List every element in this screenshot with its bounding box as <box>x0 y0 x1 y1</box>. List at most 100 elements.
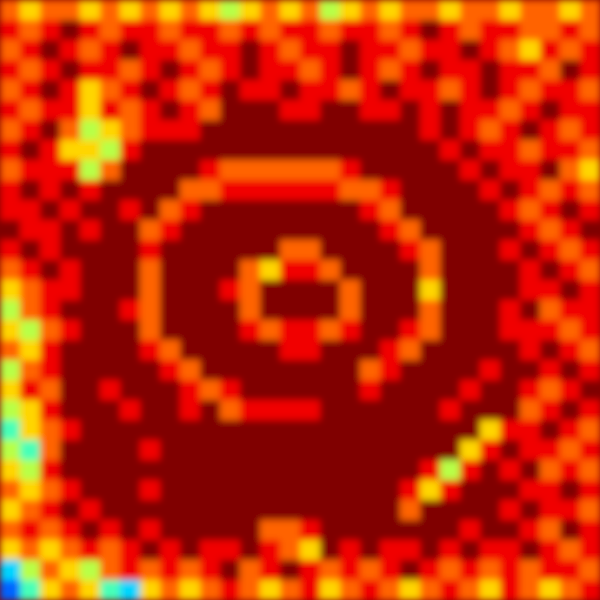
heatmap-cell <box>100 320 121 341</box>
heatmap-cell <box>340 260 361 281</box>
heatmap-cell <box>360 220 381 241</box>
heatmap-cell <box>580 0 600 21</box>
heatmap-cell <box>400 540 421 561</box>
heatmap-cell <box>0 500 21 521</box>
heatmap-cell <box>180 380 201 401</box>
heatmap-cell <box>260 420 281 441</box>
heatmap-cell <box>580 200 600 221</box>
heatmap-cell <box>280 480 301 501</box>
heatmap-cell <box>40 300 61 321</box>
heatmap-cell <box>220 40 241 61</box>
heatmap-cell <box>0 520 21 541</box>
heatmap-cell <box>320 0 341 21</box>
heatmap-cell <box>160 420 181 441</box>
heatmap-cell <box>340 440 361 461</box>
heatmap-cell <box>380 0 401 21</box>
heatmap-cell <box>580 500 600 521</box>
heatmap-cell <box>420 380 441 401</box>
heatmap-cell <box>580 120 600 141</box>
heatmap-cell <box>220 0 241 21</box>
heatmap-cell <box>260 440 281 461</box>
heatmap-cell <box>20 260 41 281</box>
heatmap-cell <box>440 400 461 421</box>
heatmap-cell <box>440 320 461 341</box>
heatmap-cell <box>240 0 261 21</box>
heatmap-cell <box>40 560 61 581</box>
heatmap-cell <box>520 440 541 461</box>
heatmap-cell <box>140 200 161 221</box>
heatmap-cell <box>500 60 521 81</box>
heatmap-cell <box>340 300 361 321</box>
heatmap-cell <box>260 360 281 381</box>
heatmap-cell <box>320 340 341 361</box>
heatmap-cell <box>220 300 241 321</box>
heatmap-cell <box>520 380 541 401</box>
heatmap-cell <box>520 160 541 181</box>
heatmap-cell <box>220 180 241 201</box>
heatmap-cell <box>560 40 581 61</box>
heatmap-cell <box>460 140 481 161</box>
heatmap-cell <box>180 140 201 161</box>
heatmap-cell <box>160 380 181 401</box>
heatmap-cell <box>320 540 341 561</box>
heatmap-cell <box>220 520 241 541</box>
heatmap-cell <box>160 480 181 501</box>
heatmap-cell <box>40 540 61 561</box>
heatmap-cell <box>0 460 21 481</box>
heatmap-cell <box>200 0 221 21</box>
heatmap-cell <box>320 80 341 101</box>
heatmap-cell <box>180 560 201 581</box>
heatmap-cell <box>520 320 541 341</box>
heatmap-cell <box>60 340 81 361</box>
heatmap-cell <box>40 340 61 361</box>
heatmap-cell <box>40 140 61 161</box>
heatmap-cell <box>180 260 201 281</box>
heatmap-cell <box>560 380 581 401</box>
heatmap-cell <box>460 220 481 241</box>
heatmap-cell <box>360 480 381 501</box>
heatmap-chart <box>0 0 600 600</box>
heatmap-cell <box>520 260 541 281</box>
heatmap-cell <box>460 200 481 221</box>
heatmap-cell <box>400 40 421 61</box>
heatmap-cell <box>280 160 301 181</box>
heatmap-cell <box>200 580 221 600</box>
heatmap-cell <box>400 500 421 521</box>
heatmap-cell <box>540 360 561 381</box>
heatmap-cell <box>240 300 261 321</box>
heatmap-cell <box>280 0 301 21</box>
heatmap-cell <box>500 320 521 341</box>
heatmap-cell <box>120 580 141 600</box>
heatmap-cell <box>240 140 261 161</box>
heatmap-cell <box>460 560 481 581</box>
heatmap-cell <box>540 460 561 481</box>
heatmap-cell <box>160 0 181 21</box>
heatmap-cell <box>400 240 421 261</box>
heatmap-cell <box>560 400 581 421</box>
heatmap-cell <box>440 580 461 600</box>
heatmap-cell <box>360 100 381 121</box>
heatmap-cell <box>560 340 581 361</box>
heatmap-cell <box>360 120 381 141</box>
heatmap-cell <box>580 220 600 241</box>
heatmap-cell <box>260 380 281 401</box>
heatmap-cell <box>100 180 121 201</box>
heatmap-cell <box>60 20 81 41</box>
heatmap-cell <box>580 260 600 281</box>
heatmap-cell <box>140 440 161 461</box>
heatmap-cell <box>160 400 181 421</box>
heatmap-cell <box>440 60 461 81</box>
heatmap-cell <box>480 220 501 241</box>
heatmap-cell <box>60 300 81 321</box>
heatmap-cell <box>160 40 181 61</box>
heatmap-cell <box>240 440 261 461</box>
heatmap-cell <box>140 0 161 21</box>
heatmap-cell <box>200 260 221 281</box>
heatmap-cell <box>300 100 321 121</box>
heatmap-cell <box>420 40 441 61</box>
heatmap-cell <box>420 560 441 581</box>
heatmap-cell <box>380 240 401 261</box>
heatmap-cell <box>180 400 201 421</box>
heatmap-cell <box>140 540 161 561</box>
heatmap-cell <box>260 320 281 341</box>
